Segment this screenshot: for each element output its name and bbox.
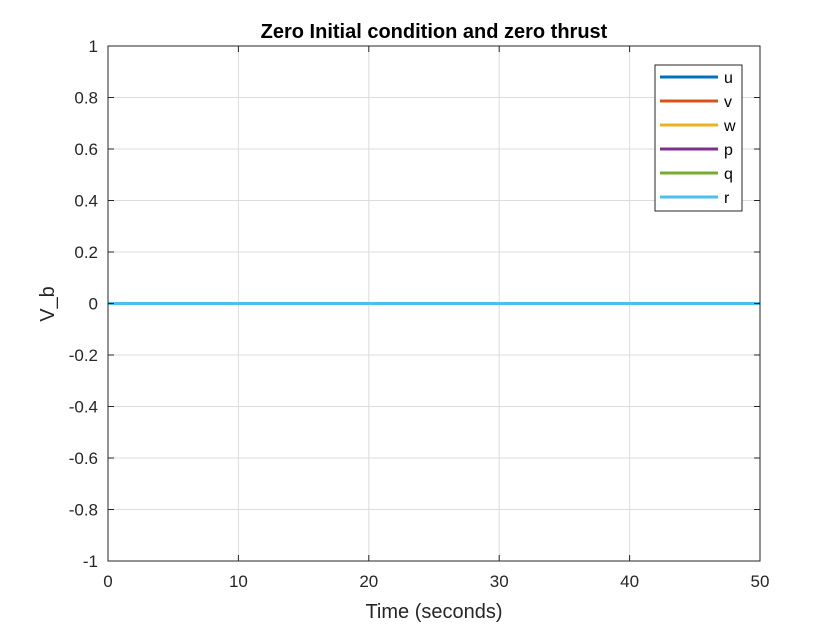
x-tick-label: 10 — [229, 572, 248, 591]
y-tick-label: -0.2 — [69, 346, 98, 365]
legend-label-u: u — [724, 70, 733, 87]
y-tick-labels: -1 -0.8 -0.6 -0.4 -0.2 0 0.2 0.4 0.6 0.8 1 — [69, 37, 98, 571]
legend-label-r: r — [724, 190, 730, 207]
legend-label-w: w — [723, 118, 736, 135]
grid — [107, 45, 761, 562]
legend-box — [654, 64, 743, 212]
y-tick-label: -0.6 — [69, 449, 98, 468]
y-tick-label: 0.4 — [74, 192, 98, 211]
legend-label-v: v — [724, 94, 732, 111]
x-tick-label: 50 — [751, 572, 770, 591]
x-tick-label: 30 — [490, 572, 509, 591]
y-tick-label: 1 — [89, 37, 98, 56]
legend-label-q: q — [724, 166, 733, 183]
y-tick-label: 0.6 — [74, 140, 98, 159]
x-tick-labels: 0 10 20 30 40 50 — [103, 572, 769, 591]
y-axis-label: V_b — [37, 286, 59, 322]
x-tick-label: 0 — [103, 572, 112, 591]
y-tick-label: 0.2 — [74, 243, 98, 262]
x-tick-label: 40 — [620, 572, 639, 591]
x-axis-label: Time (seconds) — [365, 601, 502, 623]
y-tick-label: 0 — [89, 295, 98, 314]
legend-label-p: p — [724, 142, 733, 159]
y-tick-label: 0.8 — [74, 89, 98, 108]
y-tick-label: -1 — [83, 552, 98, 571]
y-tick-label: -0.8 — [69, 501, 98, 520]
ticks — [107, 45, 761, 562]
y-tick-label: -0.4 — [69, 398, 98, 417]
chart-title: Zero Initial condition and zero thrust — [261, 21, 608, 43]
x-tick-label: 20 — [359, 572, 378, 591]
